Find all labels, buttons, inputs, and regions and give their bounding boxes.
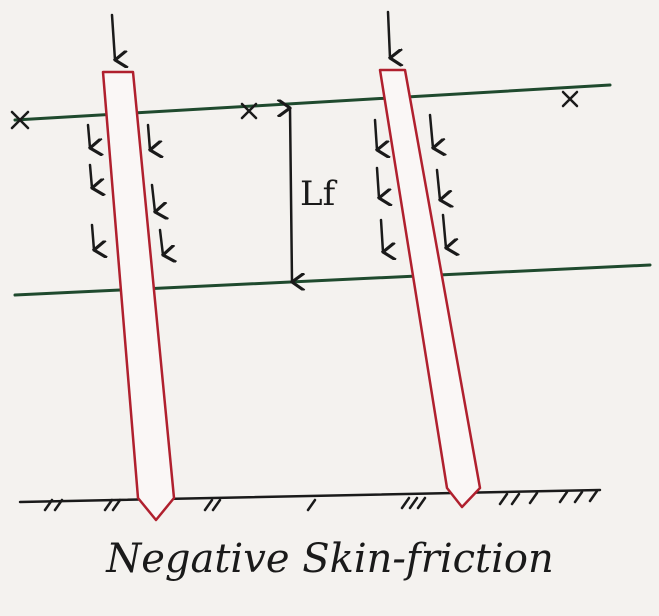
firm-stratum [18,488,602,504]
caption: Negative Skin-friction [105,536,554,582]
dimension-label: Lf [300,174,338,214]
pile-left [101,70,176,522]
dimension-line [290,108,292,282]
load-arrows [110,10,390,60]
crosses [10,90,579,130]
hatching [43,489,599,512]
friction-arrows [86,113,446,255]
pile-right [378,68,482,509]
